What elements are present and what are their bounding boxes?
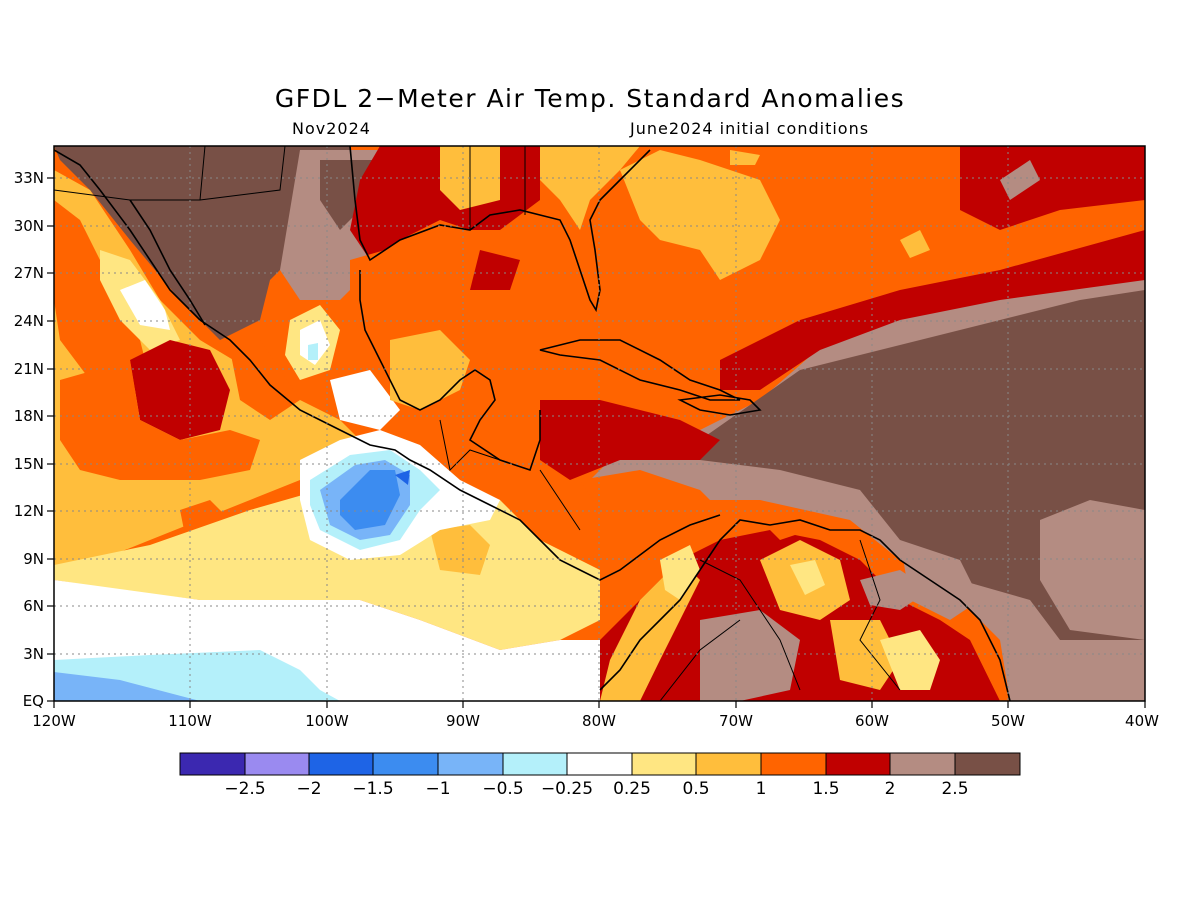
colorbar-label: −2 bbox=[296, 779, 321, 799]
lon-label: 110W bbox=[168, 712, 212, 730]
colorbar-swatch bbox=[954, 752, 1021, 776]
lat-label: 27N bbox=[14, 264, 44, 282]
lon-label: 40W bbox=[1125, 712, 1159, 730]
colorbar-swatch bbox=[437, 752, 504, 776]
anomaly-field bbox=[54, 146, 1145, 701]
coastlines bbox=[54, 146, 1011, 701]
colorbar-label: −0.25 bbox=[541, 779, 593, 799]
lat-label: 12N bbox=[14, 502, 44, 520]
lat-label: 24N bbox=[14, 312, 44, 330]
lat-label: 30N bbox=[14, 217, 44, 235]
lat-label: 3N bbox=[23, 645, 44, 663]
colorbar: −2.5 −2 −1.5 −1 −0.5 −0.25 0.25 0.5 1 1.… bbox=[179, 752, 1021, 799]
colorbar-swatch bbox=[179, 752, 246, 776]
lat-label: 21N bbox=[14, 360, 44, 378]
lon-label: 70W bbox=[719, 712, 753, 730]
longitude-labels: 120W 110W 100W 90W 80W 70W 60W 50W 40W bbox=[32, 712, 1159, 730]
colorbar-swatch bbox=[695, 752, 762, 776]
colorbar-label: 0.25 bbox=[613, 779, 651, 799]
colorbar-label: −2.5 bbox=[224, 779, 265, 799]
colorbar-label: 2.5 bbox=[941, 779, 968, 799]
lat-label: 33N bbox=[14, 169, 44, 187]
colorbar-swatch bbox=[308, 752, 374, 776]
colorbar-label: 2 bbox=[885, 779, 896, 799]
colorbar-swatch bbox=[825, 752, 891, 776]
colorbar-label: 1 bbox=[756, 779, 767, 799]
colorbar-label: −0.5 bbox=[482, 779, 523, 799]
initial-conditions: June2024 initial conditions bbox=[630, 119, 870, 138]
lon-label: 120W bbox=[32, 712, 76, 730]
latitude-labels: 33N 30N 27N 24N 21N 18N 15N 12N 9N 6N 3N… bbox=[14, 169, 44, 710]
colorbar-swatch bbox=[566, 752, 633, 776]
lon-label: 60W bbox=[855, 712, 889, 730]
borders bbox=[54, 146, 901, 701]
colorbar-swatch bbox=[502, 752, 568, 776]
lat-label: 9N bbox=[23, 550, 44, 568]
lat-label: 6N bbox=[23, 597, 44, 615]
colorbar-label: −1 bbox=[425, 779, 450, 799]
lat-label: 18N bbox=[14, 407, 44, 425]
tick-marks bbox=[47, 177, 1146, 708]
lon-label: 90W bbox=[446, 712, 480, 730]
map-title: GFDL 2−Meter Air Temp. Standard Anomalie… bbox=[274, 84, 906, 113]
colorbar-swatch bbox=[631, 752, 697, 776]
colorbar-label: 0.5 bbox=[682, 779, 709, 799]
grid-lines bbox=[54, 146, 1145, 701]
colorbar-swatch bbox=[889, 752, 956, 776]
lat-label: EQ bbox=[23, 692, 44, 710]
lon-label: 80W bbox=[582, 712, 616, 730]
colorbar-swatch bbox=[372, 752, 439, 776]
lat-label: 15N bbox=[14, 455, 44, 473]
colorbar-label: −1.5 bbox=[352, 779, 393, 799]
colorbar-swatch bbox=[760, 752, 827, 776]
lon-label: 100W bbox=[305, 712, 349, 730]
colorbar-swatch bbox=[244, 752, 310, 776]
colorbar-label: 1.5 bbox=[812, 779, 839, 799]
lon-label: 50W bbox=[991, 712, 1025, 730]
forecast-month: Nov2024 bbox=[292, 119, 371, 138]
